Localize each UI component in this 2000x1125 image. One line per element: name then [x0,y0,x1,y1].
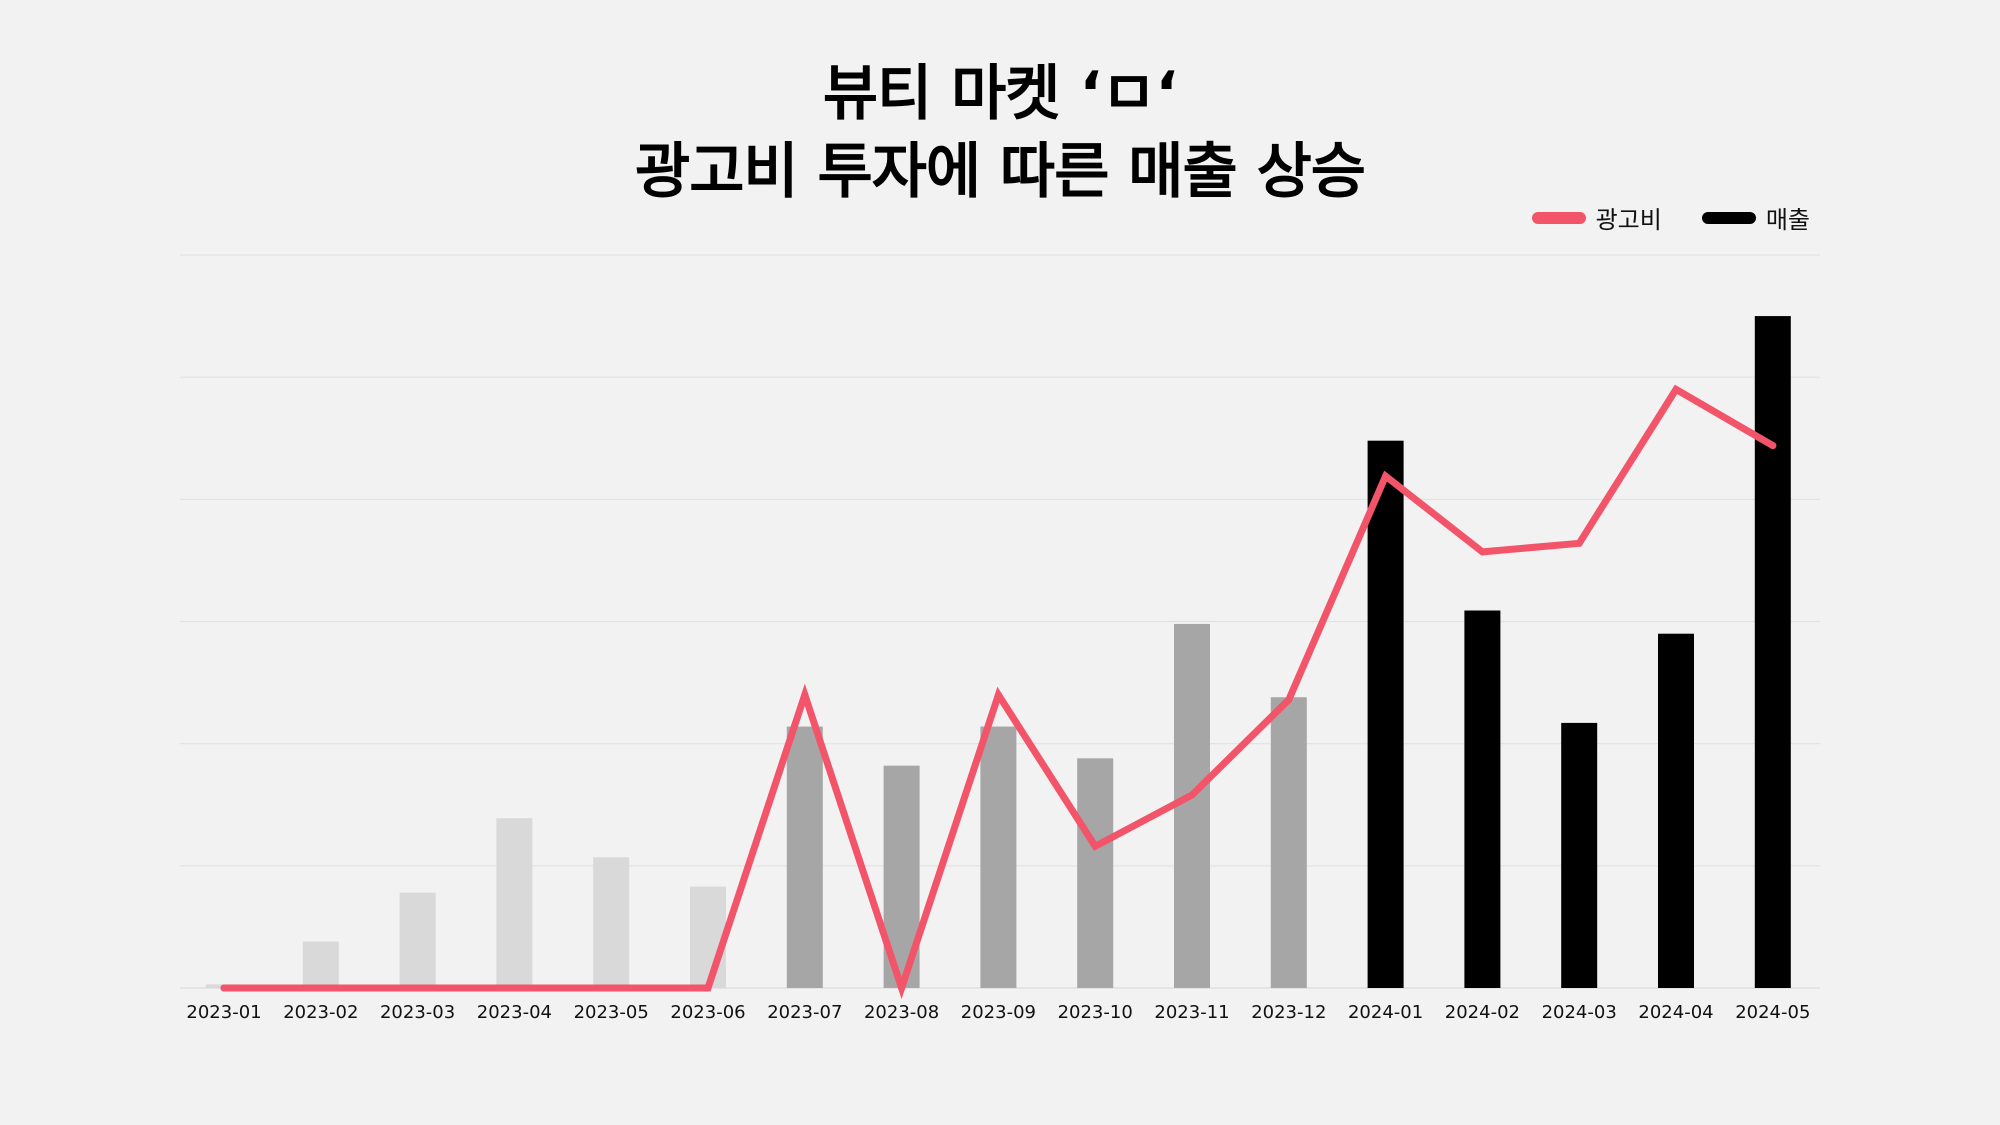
bar [302,941,339,988]
legend-swatch-sales [1701,211,1756,224]
legend-label-sales: 매출 [1765,206,1810,234]
line-point [1285,696,1293,704]
bar [496,818,533,988]
legend-label-ad-spend: 광고비 [1595,206,1662,234]
line-point [220,984,228,992]
legend-item-ad-spend: 광고비 [1531,200,1662,235]
x-tick-label: 2024-04 [1638,1002,1713,1023]
x-tick-label: 2023-08 [864,1002,939,1023]
x-tick-label: 2024-02 [1445,1002,1520,1023]
line-point [1769,442,1777,450]
bar [1464,610,1501,988]
x-tick-label: 2023-11 [1154,1002,1229,1023]
line-point [510,984,518,992]
line-point [317,984,325,992]
x-tick-label: 2023-02 [283,1002,358,1023]
line-point [607,984,615,992]
bar [786,726,823,988]
line-point [414,984,422,992]
x-tick-label: 2024-03 [1542,1002,1617,1023]
x-tick-label: 2024-05 [1735,1002,1810,1023]
line-point [1091,842,1099,850]
bar [1658,633,1694,988]
line-point [1382,472,1390,480]
line-point [898,984,906,992]
line-point [704,984,712,992]
line-point [1672,385,1680,393]
line-point [1575,539,1583,547]
x-tick-label: 2023-04 [477,1002,552,1023]
chart-title-line1: 뷰티 마켓 ‘ㅁ‘ [822,59,1178,129]
bar [399,892,436,988]
bar [690,886,726,988]
line-point [1478,548,1486,556]
bar [593,857,630,988]
x-tick-label: 2023-12 [1251,1002,1326,1023]
legend-swatch-ad-spend [1531,211,1586,224]
x-tick-label: 2023-06 [670,1002,745,1023]
bar [1270,697,1307,988]
x-tick-label: 2024-01 [1348,1002,1423,1023]
x-tick-label: 2023-05 [574,1002,649,1023]
bar [1174,623,1210,988]
bar [1077,758,1114,988]
x-tick-label: 2023-07 [767,1002,842,1023]
bar [1754,316,1791,988]
chart-title: 뷰티 마켓 ‘ㅁ‘ 광고비 투자에 따른 매출 상승 [0,55,2000,211]
x-tick-label: 2023-09 [961,1002,1036,1023]
chart-title-line2: 광고비 투자에 따른 매출 상승 [635,137,1366,207]
line-point [801,691,809,699]
legend: 광고비 매출 [1492,200,1810,235]
x-tick-label: 2023-10 [1058,1002,1133,1023]
line-point [1188,791,1196,799]
x-tick-label: 2023-03 [380,1002,455,1023]
line-point [994,691,1002,699]
bar [980,726,1017,988]
bar [1367,440,1404,988]
x-tick-label: 2023-01 [186,1002,261,1023]
legend-item-sales: 매출 [1701,200,1810,235]
bar [1561,722,1598,988]
